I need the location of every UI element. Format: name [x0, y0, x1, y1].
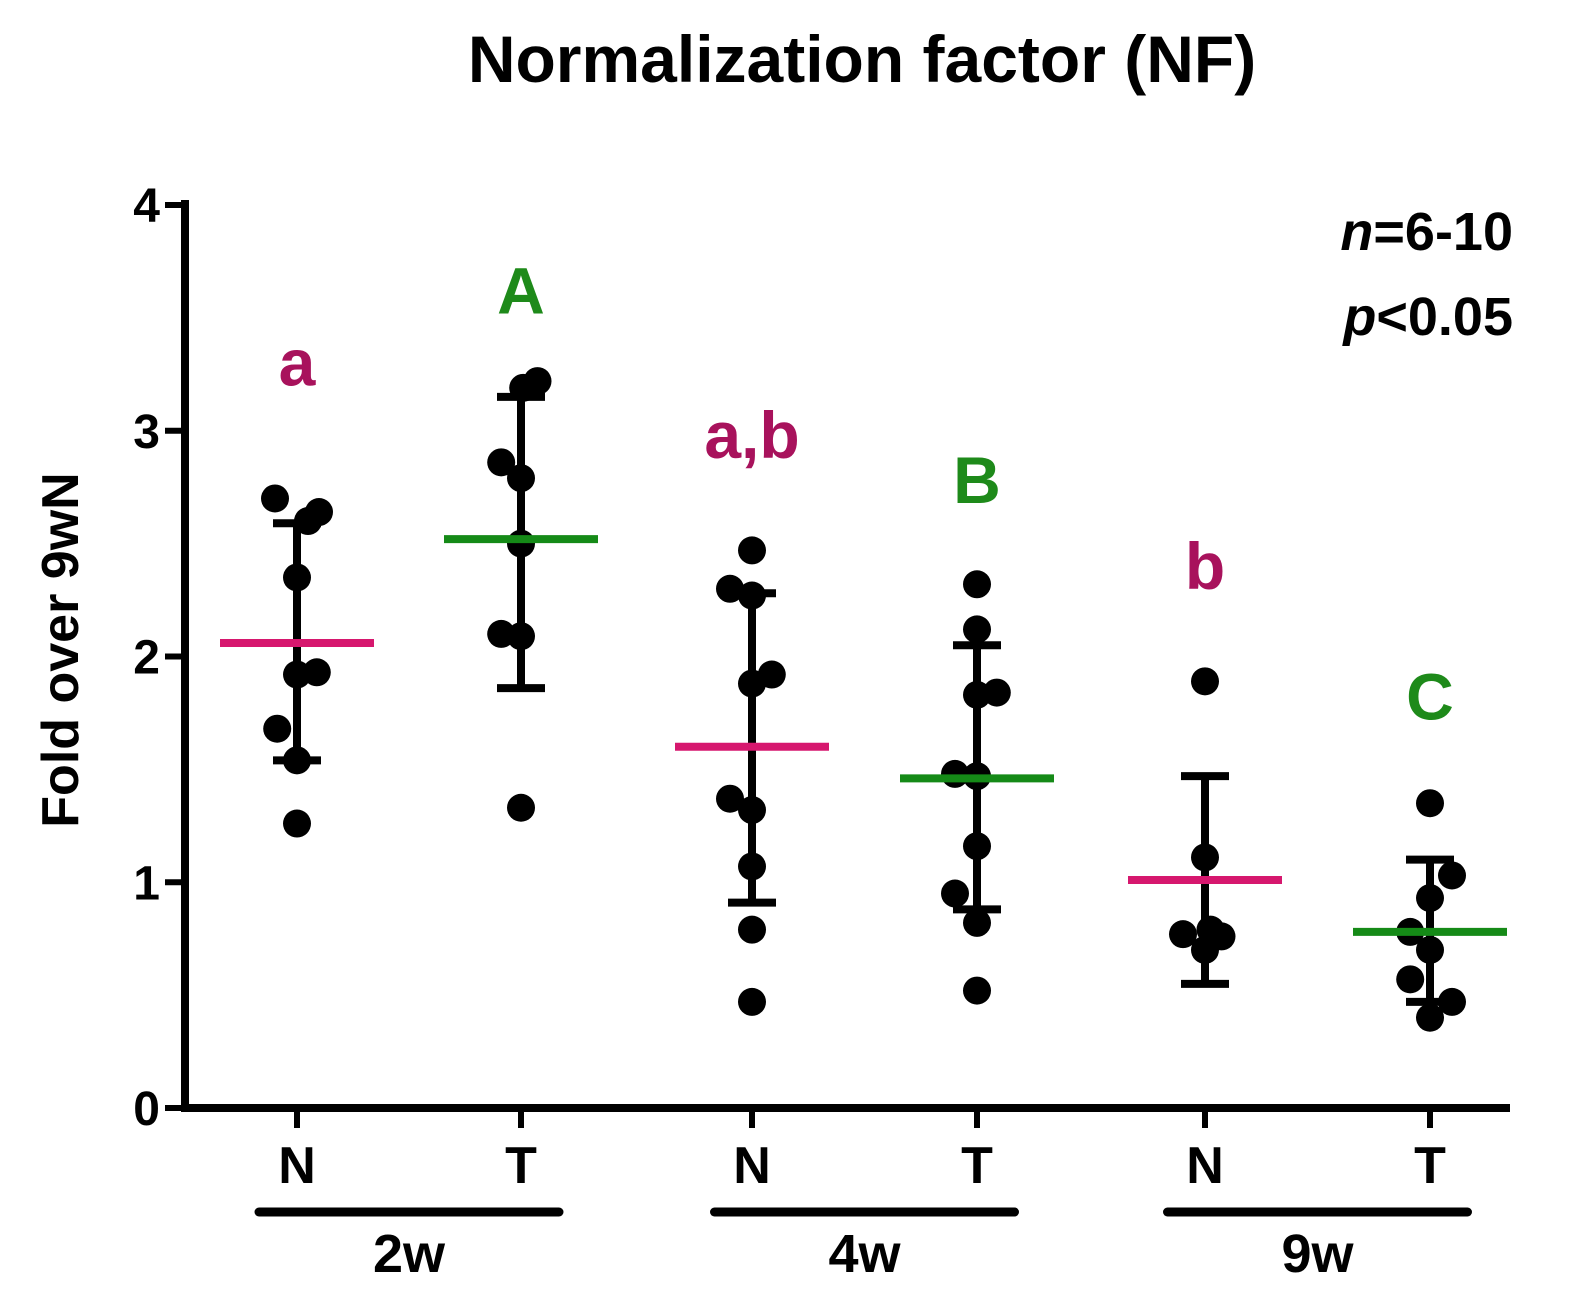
- data-point: [283, 746, 311, 775]
- x-tick-label: T: [505, 1137, 537, 1195]
- data-point: [1396, 965, 1425, 994]
- data-point: [738, 581, 766, 610]
- data-point: [487, 448, 516, 477]
- y-tick-label: 2: [133, 632, 160, 685]
- data-point: [716, 574, 744, 603]
- x-tick-label: N: [278, 1137, 316, 1195]
- data-point: [716, 784, 744, 813]
- data-point: [738, 669, 766, 698]
- data-point: [487, 619, 516, 648]
- data-point: [283, 660, 311, 689]
- data-point: [283, 563, 311, 592]
- p-annotation: p<0.05: [1341, 287, 1513, 347]
- x-tick-label: T: [1414, 1137, 1446, 1195]
- data-point: [738, 536, 766, 565]
- data-point: [738, 915, 766, 944]
- data-point: [1438, 861, 1466, 890]
- chart-title: Normalization factor (NF): [468, 22, 1256, 96]
- data-point: [1416, 789, 1444, 818]
- group-labels: 2w 4w 9w: [254, 1207, 1472, 1284]
- y-tick-label: 0: [133, 1083, 160, 1136]
- data-point: [507, 529, 535, 558]
- data-point: [1416, 935, 1444, 964]
- n-annotation: n=6-10: [1340, 202, 1513, 262]
- data-point: [509, 373, 538, 402]
- data-point: [963, 976, 991, 1005]
- significance-letter: a,b: [704, 398, 799, 472]
- data-point: [1191, 843, 1219, 872]
- significance-letter: A: [497, 253, 545, 327]
- data-point: [283, 809, 311, 838]
- data-point: [1191, 935, 1219, 964]
- significance-letter: B: [953, 443, 1001, 517]
- data-point: [1169, 920, 1197, 949]
- data-point: [1416, 884, 1444, 913]
- significance-letter: a: [279, 326, 317, 400]
- significance-letter: b: [1185, 529, 1225, 603]
- data-point: [263, 714, 292, 743]
- data-point: [738, 852, 766, 881]
- data-point: [507, 464, 535, 493]
- data-point: [963, 680, 991, 709]
- data-point: [1416, 1003, 1444, 1032]
- group-label: 2w: [373, 1224, 446, 1284]
- significance-letter: C: [1406, 660, 1454, 734]
- data-point: [941, 879, 969, 908]
- group-label: 9w: [1281, 1224, 1354, 1284]
- data-point: [963, 615, 991, 644]
- x-tick-label: T: [961, 1137, 993, 1195]
- data-point: [1438, 987, 1466, 1016]
- data-point: [963, 832, 991, 861]
- data-point: [738, 987, 766, 1016]
- y-axis-label: Fold over 9wN: [32, 472, 90, 827]
- y-tick-label: 4: [133, 180, 160, 233]
- data-point: [963, 908, 991, 937]
- data-point: [261, 484, 289, 513]
- x-tick-label: N: [733, 1137, 771, 1195]
- data-point: [963, 570, 991, 599]
- y-tick-label: 1: [133, 857, 160, 910]
- y-ticks: 0 1 2 3 4: [133, 180, 185, 1136]
- plot-area: Na T A Na,b T B Nb T C: [220, 253, 1507, 1195]
- group-label: 4w: [828, 1224, 901, 1284]
- y-tick-label: 3: [133, 406, 160, 459]
- x-tick-label: N: [1186, 1137, 1224, 1195]
- data-point: [294, 507, 322, 536]
- data-point: [507, 793, 535, 822]
- data-point: [738, 796, 766, 825]
- data-point: [1191, 667, 1219, 696]
